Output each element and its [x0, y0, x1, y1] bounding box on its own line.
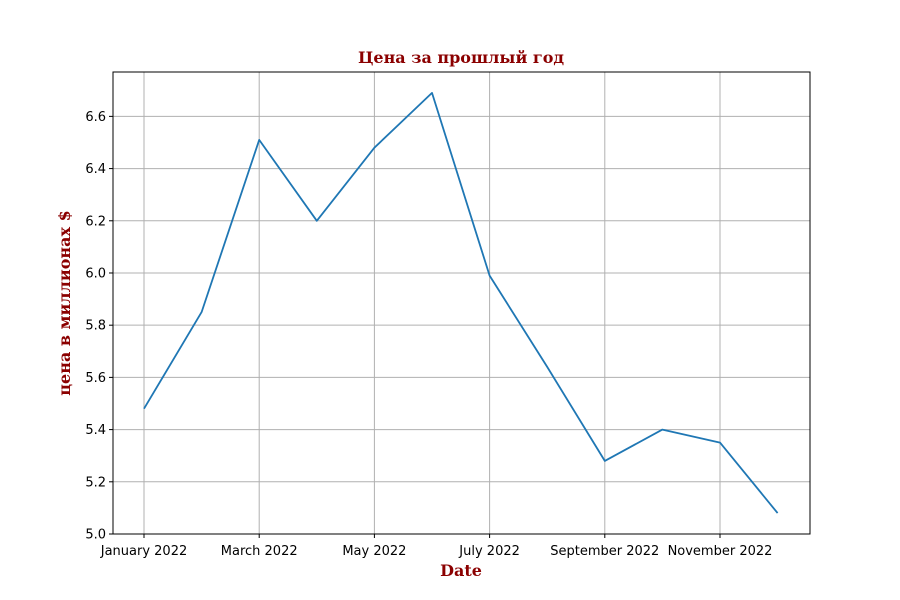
y-tick-label: 5.8: [85, 319, 106, 334]
y-tick-label: 6.0: [85, 266, 106, 281]
y-tick-label: 6.6: [85, 110, 106, 125]
x-tick-label: November 2022: [668, 544, 773, 559]
y-axis-ticks: 5.0 5.2 5.4 5.6 5.8 6.0 6.2 6.4 6.6: [85, 110, 113, 543]
x-axis-ticks: January 2022 March 2022 May 2022 July 2022 S…: [100, 534, 773, 559]
chart-title: Цена за прошлый год: [358, 48, 564, 67]
x-tick-label: March 2022: [221, 544, 298, 559]
series-line: [143, 92, 779, 514]
y-tick-label: 5.6: [85, 371, 106, 386]
y-tick-label: 6.4: [85, 162, 106, 177]
series-group: [143, 92, 779, 514]
x-tick-label: May 2022: [342, 544, 406, 559]
x-tick-label: January 2022: [100, 544, 188, 559]
x-axis-label: Date: [440, 561, 482, 580]
x-tick-label: September 2022: [550, 544, 659, 559]
y-tick-label: 5.2: [85, 475, 106, 490]
plot-frame: [112, 71, 811, 535]
x-tick-label: July 2022: [458, 544, 520, 559]
y-tick-label: 5.4: [85, 423, 106, 438]
y-tick-label: 6.2: [85, 214, 106, 229]
y-axis-label: цена в миллионах $: [55, 210, 74, 396]
y-tick-label: 5.0: [85, 528, 106, 543]
